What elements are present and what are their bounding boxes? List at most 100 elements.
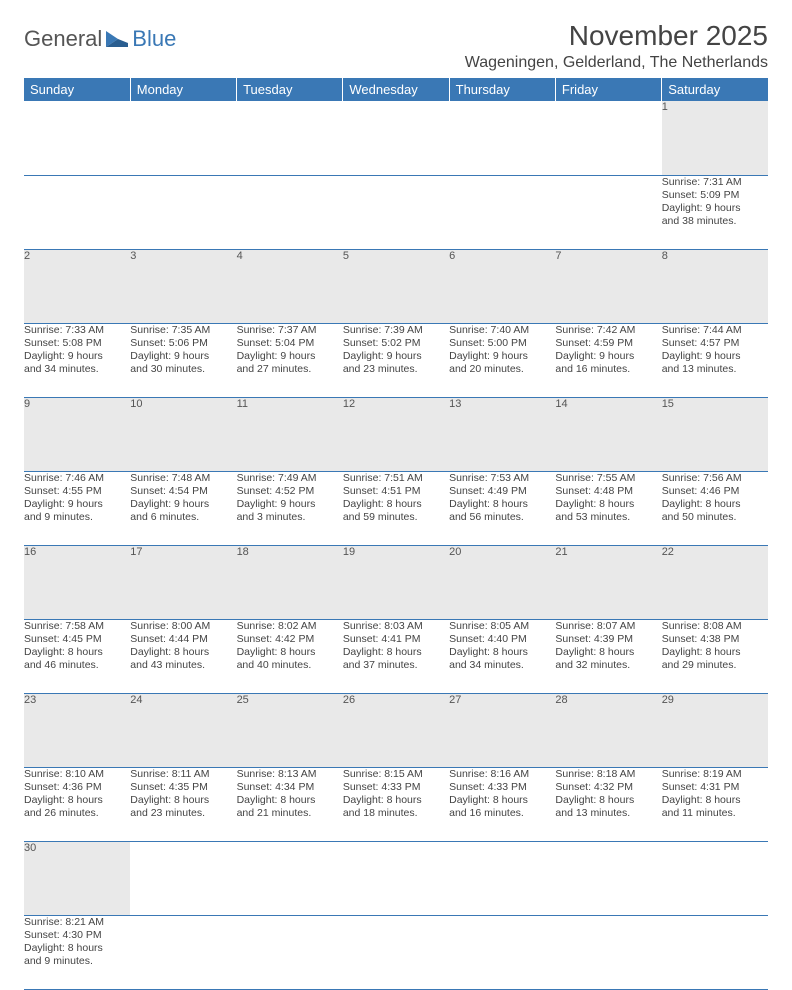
week-4-daynum-row: 23242526272829 (24, 693, 768, 767)
day-ss: Sunset: 4:48 PM (555, 485, 661, 498)
week-2-daynum-row: 9101112131415 (24, 397, 768, 471)
day-d1: Daylight: 9 hours (130, 350, 236, 363)
day-num-cell: 3 (130, 249, 236, 323)
day-d1: Daylight: 9 hours (662, 202, 768, 215)
day-num-cell: 17 (130, 545, 236, 619)
day-detail-cell (343, 915, 449, 989)
day-d1: Daylight: 8 hours (662, 498, 768, 511)
day-sr: Sunrise: 8:21 AM (24, 916, 130, 929)
day-num-cell (237, 841, 343, 915)
day-d2: and 29 minutes. (662, 659, 768, 672)
day-sr: Sunrise: 8:08 AM (662, 620, 768, 633)
day-ss: Sunset: 4:44 PM (130, 633, 236, 646)
week-5-detail-row: Sunrise: 8:21 AMSunset: 4:30 PMDaylight:… (24, 915, 768, 989)
day-detail-cell: Sunrise: 8:13 AMSunset: 4:34 PMDaylight:… (237, 767, 343, 841)
day-sr: Sunrise: 7:48 AM (130, 472, 236, 485)
day-d1: Daylight: 8 hours (24, 942, 130, 955)
day-num-cell: 19 (343, 545, 449, 619)
day-d1: Daylight: 8 hours (555, 498, 661, 511)
logo-text-2: Blue (132, 26, 176, 52)
day-ss: Sunset: 5:02 PM (343, 337, 449, 350)
day-detail-cell: Sunrise: 7:40 AMSunset: 5:00 PMDaylight:… (449, 323, 555, 397)
day-d1: Daylight: 8 hours (449, 646, 555, 659)
day-d2: and 37 minutes. (343, 659, 449, 672)
day-d1: Daylight: 8 hours (343, 646, 449, 659)
day-d2: and 3 minutes. (237, 511, 343, 524)
day-ss: Sunset: 4:45 PM (24, 633, 130, 646)
day-detail-cell: Sunrise: 8:10 AMSunset: 4:36 PMDaylight:… (24, 767, 130, 841)
day-num-cell: 12 (343, 397, 449, 471)
day-sr: Sunrise: 8:18 AM (555, 768, 661, 781)
calendar-body: 1Sunrise: 7:31 AMSunset: 5:09 PMDaylight… (24, 101, 768, 989)
day-detail-cell: Sunrise: 7:49 AMSunset: 4:52 PMDaylight:… (237, 471, 343, 545)
day-ss: Sunset: 4:51 PM (343, 485, 449, 498)
day-d2: and 34 minutes. (449, 659, 555, 672)
day-d2: and 43 minutes. (130, 659, 236, 672)
day-sr: Sunrise: 7:35 AM (130, 324, 236, 337)
day-d2: and 59 minutes. (343, 511, 449, 524)
header: General Blue November 2025 Wageningen, G… (24, 20, 768, 72)
day-num-cell: 26 (343, 693, 449, 767)
day-sr: Sunrise: 8:19 AM (662, 768, 768, 781)
day-num-cell: 4 (237, 249, 343, 323)
day-ss: Sunset: 5:00 PM (449, 337, 555, 350)
day-sr: Sunrise: 8:15 AM (343, 768, 449, 781)
day-detail-cell (555, 175, 661, 249)
day-sr: Sunrise: 7:55 AM (555, 472, 661, 485)
day-num-cell (237, 101, 343, 175)
day-detail-cell (449, 175, 555, 249)
day-d1: Daylight: 8 hours (237, 794, 343, 807)
day-num-cell (130, 841, 236, 915)
day-num-cell: 20 (449, 545, 555, 619)
day-sr: Sunrise: 7:33 AM (24, 324, 130, 337)
day-detail-cell (130, 175, 236, 249)
day-num-cell: 24 (130, 693, 236, 767)
dow-sunday: Sunday (24, 78, 130, 101)
day-d2: and 23 minutes. (343, 363, 449, 376)
day-detail-cell: Sunrise: 8:07 AMSunset: 4:39 PMDaylight:… (555, 619, 661, 693)
day-d1: Daylight: 8 hours (130, 794, 236, 807)
day-sr: Sunrise: 8:07 AM (555, 620, 661, 633)
day-num-cell: 7 (555, 249, 661, 323)
day-num-cell: 18 (237, 545, 343, 619)
day-ss: Sunset: 4:49 PM (449, 485, 555, 498)
day-d1: Daylight: 9 hours (130, 498, 236, 511)
day-num-cell (24, 101, 130, 175)
day-d2: and 20 minutes. (449, 363, 555, 376)
day-num-cell (662, 841, 768, 915)
day-ss: Sunset: 4:32 PM (555, 781, 661, 794)
day-sr: Sunrise: 8:13 AM (237, 768, 343, 781)
day-num-cell: 8 (662, 249, 768, 323)
day-num-cell: 14 (555, 397, 661, 471)
week-0-daynum-row: 1 (24, 101, 768, 175)
day-sr: Sunrise: 7:37 AM (237, 324, 343, 337)
day-detail-cell (130, 915, 236, 989)
day-detail-cell: Sunrise: 7:58 AMSunset: 4:45 PMDaylight:… (24, 619, 130, 693)
day-d1: Daylight: 8 hours (662, 794, 768, 807)
day-sr: Sunrise: 7:53 AM (449, 472, 555, 485)
day-sr: Sunrise: 8:05 AM (449, 620, 555, 633)
day-sr: Sunrise: 8:10 AM (24, 768, 130, 781)
day-detail-cell: Sunrise: 7:37 AMSunset: 5:04 PMDaylight:… (237, 323, 343, 397)
dow-friday: Friday (555, 78, 661, 101)
day-ss: Sunset: 4:40 PM (449, 633, 555, 646)
day-detail-cell: Sunrise: 8:00 AMSunset: 4:44 PMDaylight:… (130, 619, 236, 693)
day-num-cell: 2 (24, 249, 130, 323)
logo-flag-icon (104, 29, 130, 49)
day-detail-cell: Sunrise: 7:51 AMSunset: 4:51 PMDaylight:… (343, 471, 449, 545)
day-d2: and 16 minutes. (449, 807, 555, 820)
day-num-cell: 1 (662, 101, 768, 175)
day-d2: and 34 minutes. (24, 363, 130, 376)
day-sr: Sunrise: 8:11 AM (130, 768, 236, 781)
day-d1: Daylight: 8 hours (237, 646, 343, 659)
day-num-cell (449, 101, 555, 175)
day-ss: Sunset: 4:52 PM (237, 485, 343, 498)
day-num-cell: 21 (555, 545, 661, 619)
day-detail-cell: Sunrise: 7:33 AMSunset: 5:08 PMDaylight:… (24, 323, 130, 397)
week-5-daynum-row: 30 (24, 841, 768, 915)
day-d1: Daylight: 8 hours (449, 794, 555, 807)
day-sr: Sunrise: 7:31 AM (662, 176, 768, 189)
day-sr: Sunrise: 8:00 AM (130, 620, 236, 633)
day-ss: Sunset: 4:42 PM (237, 633, 343, 646)
day-sr: Sunrise: 7:51 AM (343, 472, 449, 485)
